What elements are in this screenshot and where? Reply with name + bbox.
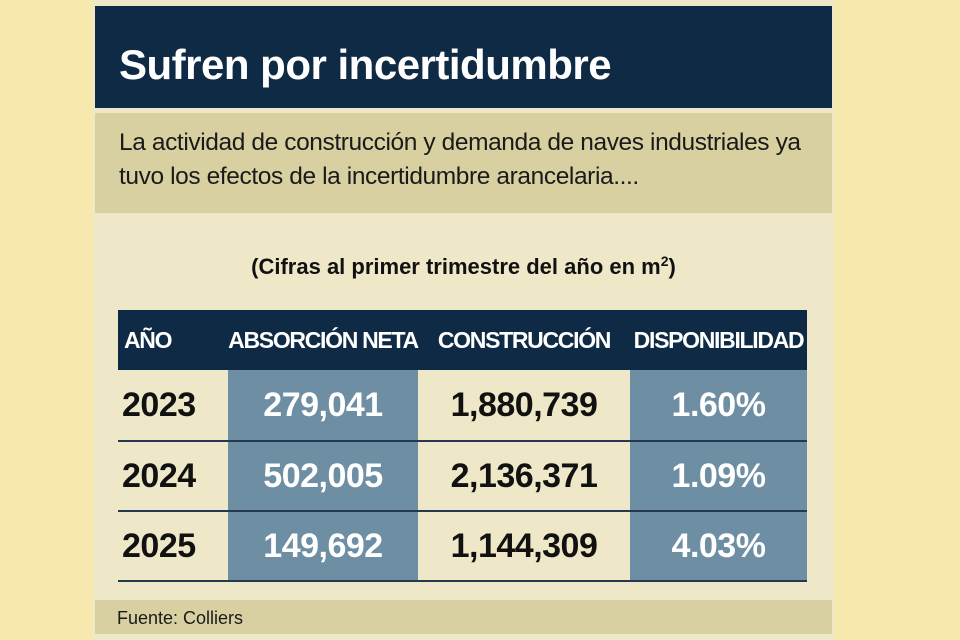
net-absorption-cell: 149,692 bbox=[228, 512, 418, 580]
units-note-superscript: 2 bbox=[660, 253, 669, 269]
data-table: AÑO ABSORCIÓN NETA CONSTRUCCIÓN DISPONIB… bbox=[118, 310, 807, 582]
year-cell: 2023 bbox=[122, 385, 196, 424]
year-cell: 2025 bbox=[122, 526, 196, 565]
intro-box: La actividad de construcción y demanda d… bbox=[95, 113, 832, 213]
source-bar: Fuente: Colliers bbox=[95, 600, 832, 634]
net-absorption-cell: 279,041 bbox=[228, 370, 418, 440]
header-construction: CONSTRUCCIÓN bbox=[437, 326, 612, 353]
header-net-absorption: ABSORCIÓN NETA bbox=[228, 326, 419, 353]
construction-cell: 1,880,739 bbox=[450, 385, 598, 424]
title-bar: Sufren por incertidumbre bbox=[95, 6, 832, 108]
net-absorption-cell: 502,005 bbox=[228, 442, 418, 510]
construction-cell: 1,144,309 bbox=[450, 526, 598, 565]
infographic-title: Sufren por incertidumbre bbox=[119, 41, 612, 88]
units-note-close: ) bbox=[668, 254, 676, 279]
availability-cell: 1.09% bbox=[630, 442, 807, 510]
table-row: 2025 149,692 1,144,309 4.03% bbox=[118, 510, 807, 580]
intro-text: La actividad de construcción y demanda d… bbox=[119, 129, 801, 190]
availability-cell: 4.03% bbox=[630, 512, 807, 580]
year-cell: 2024 bbox=[122, 456, 196, 495]
table-bottom-rule bbox=[118, 580, 807, 582]
right-background-panel bbox=[834, 0, 960, 640]
units-note-text: (Cifras al primer trimestre del año en m bbox=[251, 254, 661, 279]
units-note: (Cifras al primer trimestre del año en m… bbox=[93, 252, 834, 282]
table-header-row: AÑO ABSORCIÓN NETA CONSTRUCCIÓN DISPONIB… bbox=[118, 310, 807, 370]
table-row: 2023 279,041 1,880,739 1.60% bbox=[118, 370, 807, 440]
left-background-panel bbox=[0, 0, 93, 640]
table-row: 2024 502,005 2,136,371 1.09% bbox=[118, 440, 807, 510]
availability-cell: 1.60% bbox=[630, 370, 807, 440]
header-year: AÑO bbox=[124, 326, 173, 353]
construction-cell: 2,136,371 bbox=[450, 456, 598, 495]
source-text: Fuente: Colliers bbox=[117, 608, 244, 628]
infographic-card: Sufren por incertidumbre La actividad de… bbox=[93, 0, 834, 640]
header-availability: DISPONIBILIDAD bbox=[633, 326, 805, 353]
